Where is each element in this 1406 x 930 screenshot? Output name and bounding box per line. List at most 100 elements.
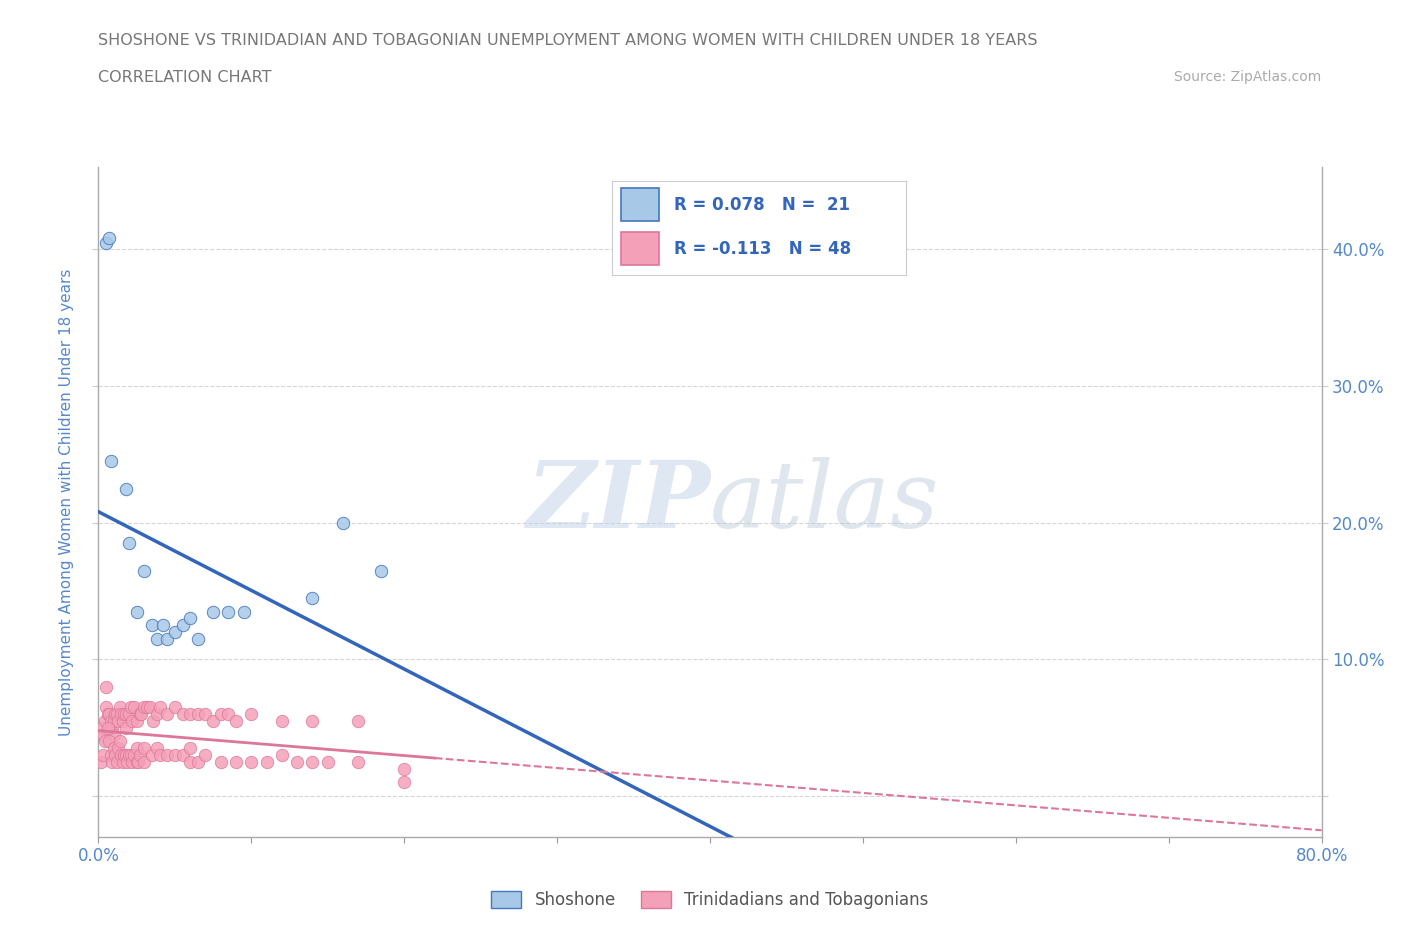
Point [125,604,148,619]
Point [141,618,163,632]
Point [121,713,143,728]
Point [240,707,263,722]
Point [112,707,135,722]
Point [115,481,138,496]
Point [122,748,145,763]
Point [103,727,125,742]
Point [301,591,323,605]
Point [100,713,122,728]
Point [347,754,370,769]
Point [270,748,292,763]
Point [209,754,232,769]
Text: SHOSHONE VS TRINIDADIAN AND TOBAGONIAN UNEMPLOYMENT AMONG WOMEN WITH CHILDREN UN: SHOSHONE VS TRINIDADIAN AND TOBAGONIAN U… [98,33,1038,47]
Point [156,748,179,763]
Point [285,754,308,769]
Point [111,754,134,769]
Point [163,748,186,763]
Point [136,699,159,714]
Point [179,611,201,626]
Point [187,754,209,769]
Point [172,748,194,763]
Point [152,618,174,632]
Point [187,707,209,722]
Point [100,454,122,469]
Point [94,699,117,714]
Point [120,699,142,714]
Point [115,748,138,763]
Point [112,748,135,763]
Point [232,604,254,619]
Point [110,748,132,763]
Point [98,734,121,749]
Point [108,734,131,749]
Point [163,699,186,714]
Point [118,536,141,551]
Point [97,707,120,722]
Text: ZIP: ZIP [526,458,710,547]
Point [145,631,167,646]
Text: Source: ZipAtlas.com: Source: ZipAtlas.com [1174,70,1322,84]
Point [90,720,112,735]
Point [94,235,117,250]
Point [107,713,129,728]
Point [121,754,143,769]
Point [128,707,150,722]
Point [103,713,125,728]
Point [103,740,125,755]
Point [110,707,132,722]
Point [115,707,138,722]
Point [187,631,209,646]
Point [225,713,247,728]
Point [120,748,142,763]
Point [301,754,323,769]
Text: atlas: atlas [710,458,939,547]
Point [179,707,201,722]
Point [117,754,139,769]
Point [202,713,225,728]
Point [107,740,129,755]
Point [194,748,217,763]
Point [105,707,128,722]
Point [145,707,167,722]
Point [149,699,172,714]
Point [101,720,124,735]
Point [172,707,194,722]
Point [98,231,121,246]
Point [179,754,201,769]
Point [100,748,122,763]
Point [139,699,162,714]
Point [141,748,163,763]
Point [91,748,114,763]
Point [270,713,292,728]
Point [104,707,127,722]
Point [93,734,115,749]
Point [91,727,114,742]
Point [202,604,225,619]
Point [217,707,239,722]
Point [104,748,127,763]
Point [142,713,165,728]
Point [100,720,122,735]
Point [93,713,115,728]
Point [301,713,323,728]
Point [127,754,149,769]
Point [179,740,201,755]
Point [172,618,194,632]
Point [217,604,239,619]
Point [128,748,150,763]
Point [134,754,156,769]
Point [129,707,152,722]
Point [125,754,148,769]
Point [149,748,172,763]
Point [156,631,179,646]
Point [108,699,131,714]
Text: CORRELATION CHART: CORRELATION CHART [98,70,271,85]
Point [347,713,370,728]
Point [118,748,141,763]
Point [134,740,156,755]
Point [125,713,148,728]
Point [90,754,112,769]
Point [94,679,117,694]
Point [101,754,124,769]
Point [332,515,354,530]
